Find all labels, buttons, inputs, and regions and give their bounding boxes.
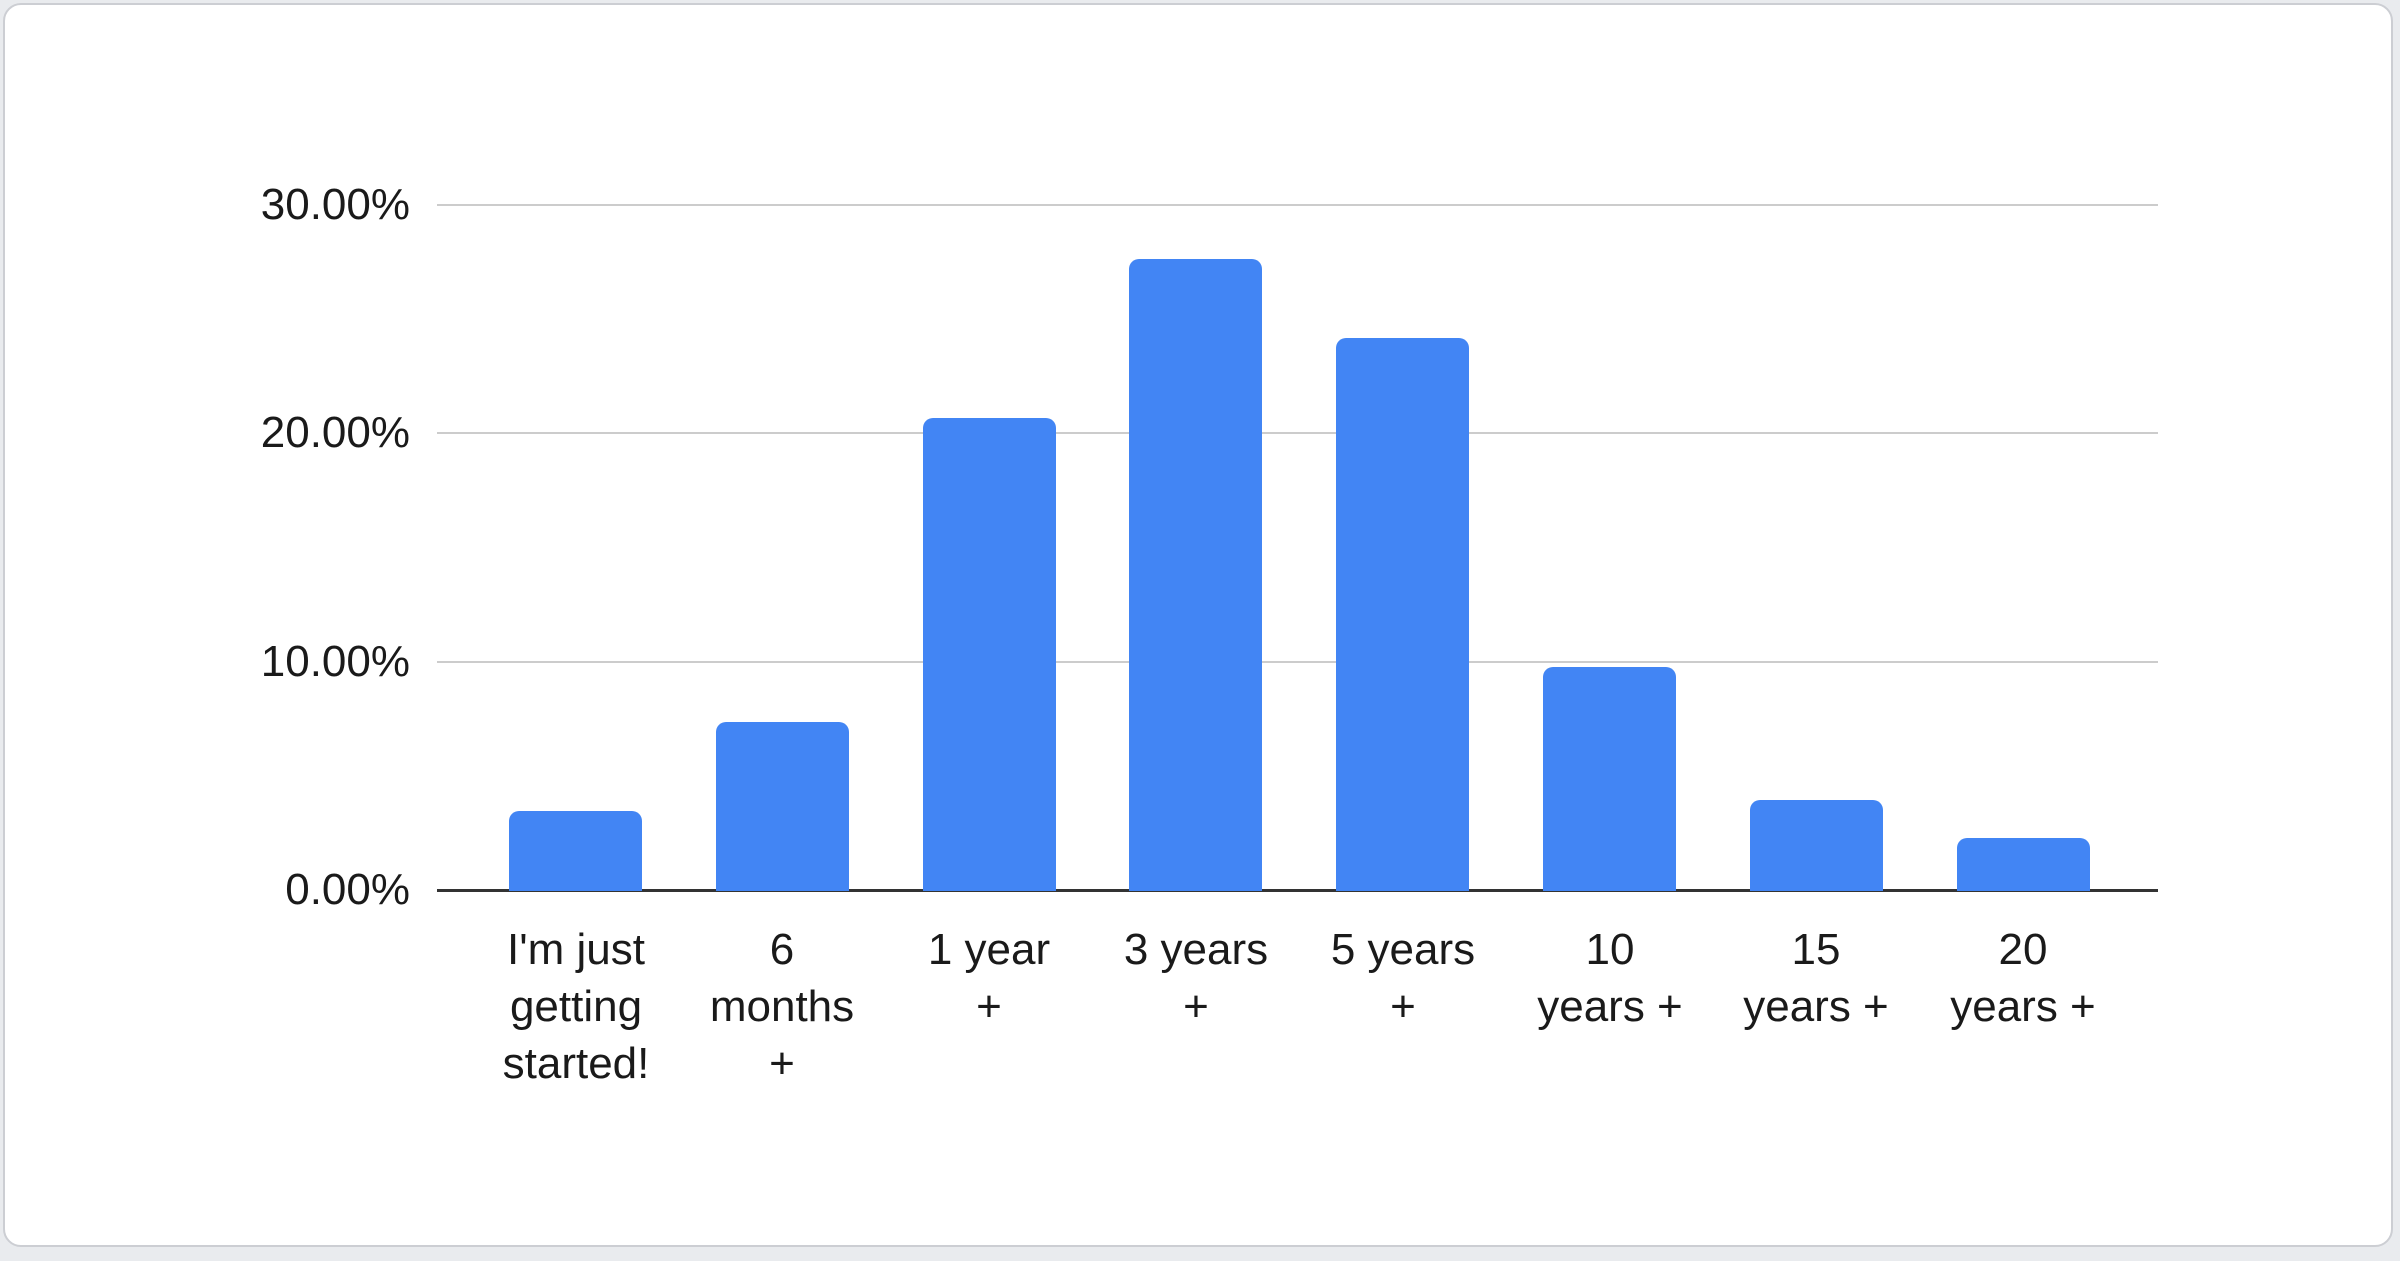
x-axis-category-label: 15 years + [1743, 925, 1889, 1031]
x-axis-category-label: 5 years + [1330, 925, 1476, 1031]
gridline [437, 661, 2158, 663]
bar[interactable] [716, 722, 849, 891]
y-axis-tick-label: 20.00% [260, 408, 410, 457]
bar[interactable] [1129, 259, 1262, 891]
bar[interactable] [923, 418, 1056, 891]
bar[interactable] [1543, 667, 1676, 891]
bar-chart: 0.00% 10.00% 20.00% 30.00% I'm just getting… [5, 5, 2400, 1261]
chart-card: 0.00% 10.00% 20.00% 30.00% I'm just getting… [3, 3, 2393, 1247]
x-axis-category-label: 3 years + [1123, 925, 1269, 1031]
bar[interactable] [1750, 800, 1883, 891]
bar[interactable] [1336, 338, 1469, 891]
x-axis-category-label: I'm just getting started! [502, 925, 650, 1088]
x-axis-category-label: 1 year + [927, 925, 1051, 1031]
y-axis-tick-label: 0.00% [285, 865, 410, 914]
bar[interactable] [509, 811, 642, 891]
x-axis-category-label: 20 years + [1950, 925, 2096, 1031]
x-axis-category-label: 6 months + [709, 925, 855, 1088]
bar[interactable] [1957, 838, 2090, 891]
gridline [437, 432, 2158, 434]
x-axis-category-label: 10 years + [1537, 925, 1683, 1031]
y-axis-tick-label: 30.00% [260, 180, 410, 229]
gridline [437, 204, 2158, 206]
x-axis-baseline [437, 889, 2158, 892]
y-axis-tick-label: 10.00% [260, 637, 410, 686]
